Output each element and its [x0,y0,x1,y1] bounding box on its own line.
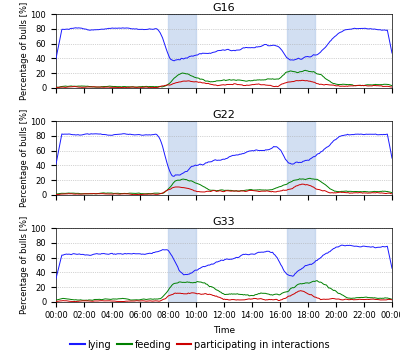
Bar [287,14,315,88]
Title: G33: G33 [213,217,235,227]
Bar [168,14,196,88]
Bar [168,228,196,302]
Bar [168,121,196,195]
Title: G16: G16 [213,4,235,13]
Y-axis label: Percentage of bulls [%]: Percentage of bulls [%] [20,2,29,100]
Y-axis label: Percentage of bulls [%]: Percentage of bulls [%] [20,216,29,314]
Y-axis label: Percentage of bulls [%]: Percentage of bulls [%] [20,109,29,207]
Legend: lying, feeding, participating in interactions: lying, feeding, participating in interac… [66,336,334,354]
X-axis label: Time: Time [213,326,235,335]
Bar [287,228,315,302]
Bar [287,121,315,195]
Title: G22: G22 [212,110,236,120]
